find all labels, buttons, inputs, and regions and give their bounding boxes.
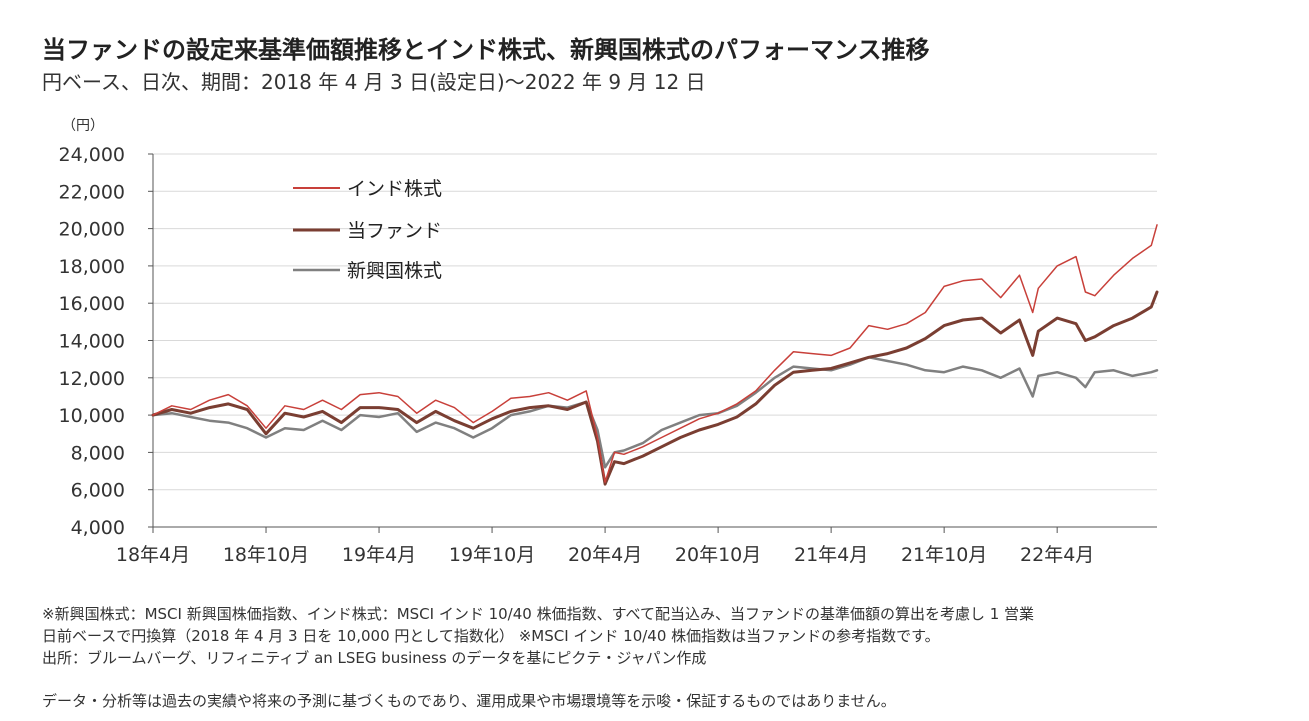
legend-label: インド株式 — [347, 178, 442, 200]
x-tick-label: 18年10月 — [223, 544, 309, 566]
x-tick-label: 19年4月 — [342, 544, 416, 566]
y-tick-label: 22,000 — [59, 181, 125, 203]
footnote-line-1: ※新興国株式：MSCI 新興国株価指数、インド株式：MSCI インド 10/40… — [42, 605, 1035, 623]
x-tick-label: 20年4月 — [568, 544, 642, 566]
y-tick-label: 24,000 — [59, 144, 125, 166]
disclaimer: データ・分析等は過去の実績や将来の予測に基づくものであり、運用成果や市場環境等を… — [42, 692, 896, 710]
legend-label: 当ファンド — [347, 220, 442, 242]
legend-label: 新興国株式 — [347, 260, 442, 282]
axis-layer: （円） 4,000 6,000 8,000 10,000 12,000 14,000 16,0… — [59, 118, 1157, 566]
y-tick-label: 18,000 — [59, 256, 125, 278]
chart-subtitle: 円ベース、日次、期間：2018 年 4 月 3 日(設定日)～2022 年 9 … — [42, 70, 706, 94]
series-line-india-equity — [152, 224, 1158, 483]
y-tick-label: 10,000 — [59, 405, 125, 427]
x-tick-label: 21年10月 — [901, 544, 987, 566]
footnote-line-2: 日前ベースで円換算（2018 年 4 月 3 日を 10,000 円として指数化… — [42, 627, 940, 645]
chart-title: 当ファンドの設定来基準価額推移とインド株式、新興国株式のパフォーマンス推移 — [42, 36, 930, 64]
series-layer — [151, 224, 1159, 486]
x-tick-label: 22年4月 — [1020, 544, 1094, 566]
y-tick-label: 6,000 — [71, 480, 125, 502]
x-tick-label: 19年10月 — [449, 544, 535, 566]
y-tick-label: 4,000 — [71, 517, 125, 539]
series-line-fund — [151, 290, 1159, 486]
footnotes: ※新興国株式：MSCI 新興国株価指数、インド株式：MSCI インド 10/40… — [42, 603, 1282, 669]
y-axis-label: （円） — [62, 118, 104, 134]
y-tick-label: 14,000 — [59, 331, 125, 353]
x-tick-label: 21年4月 — [794, 544, 868, 566]
series-line-emerging-equity — [151, 356, 1159, 469]
y-tick-label: 8,000 — [71, 442, 125, 464]
footnote-source: 出所：ブルームバーグ、リフィニティブ an LSEG business のデータ… — [42, 649, 707, 667]
x-tick-label: 18年4月 — [116, 544, 190, 566]
y-tick-label: 20,000 — [59, 219, 125, 241]
grid-layer — [153, 153, 1157, 491]
y-tick-label: 12,000 — [59, 368, 125, 390]
performance-line-chart: （円） 4,000 6,000 8,000 10,000 12,000 14,000 16,0… — [59, 118, 1159, 566]
x-tick-label: 20年10月 — [675, 544, 761, 566]
y-tick-label: 16,000 — [59, 293, 125, 315]
